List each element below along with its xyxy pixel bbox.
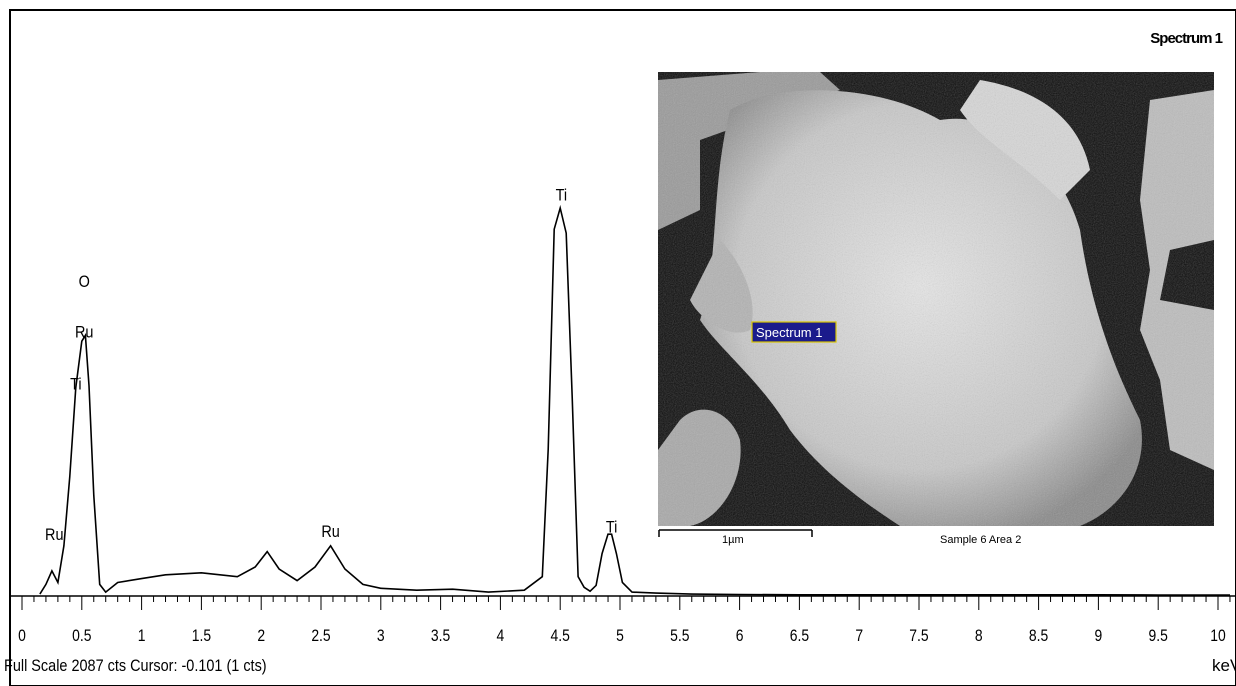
x-tick-label: 3.5 [431,627,450,646]
x-tick-label: 2 [257,627,265,646]
peak-label-ti: Ti [556,186,568,204]
x-tick-labels: 0 0.5 1 1.5 2 2.5 3 3.5 4 4.5 5 5.5 6 6.5 7 7.5 8 8.5 9 9.5… [18,627,1226,646]
x-tick-label: 4 [497,627,505,646]
x-tick-label: 5 [616,627,624,646]
status-bar: Full Scale 2087 cts Cursor: -0.101 (1 ct… [4,656,267,675]
scale-bar-label: 1µm [722,534,744,546]
peak-label-o: O [79,273,90,291]
x-tick-label: 3 [377,627,385,646]
inset-spectrum-label: Spectrum 1 [756,325,822,340]
x-tick-label: 0.5 [72,627,91,646]
x-tick-label: 2.5 [311,627,330,646]
peak-label-ti: Ti [70,375,82,393]
peak-label-ru: Ru [45,526,63,544]
x-tick-label: 7.5 [909,627,928,646]
x-tick-label: 9 [1095,627,1103,646]
x-unit-label: keV [1212,656,1236,675]
x-tick-label: 8.5 [1029,627,1048,646]
peak-label-ru: Ru [321,523,339,541]
x-tick-label: 8 [975,627,983,646]
x-tick-label: 6 [736,627,744,646]
sem-inset: Spectrum 1 1µm Sample 6 Area 2 [658,72,1214,546]
x-tick-label: 4.5 [551,627,570,646]
peak-label-ru: Ru [75,323,93,341]
x-tick-label: 6.5 [790,627,809,646]
x-tick-label: 0 [18,627,26,646]
x-tick-label: 5.5 [670,627,689,646]
x-ticks [21,596,1231,610]
x-tick-label: 1.5 [192,627,211,646]
spectrum-marker-box [751,321,837,343]
inset-caption: Sample 6 Area 2 [940,534,1021,546]
spectrum-line [39,204,1230,596]
peak-label-ti: Ti [606,518,618,536]
x-tick-label: 7 [855,627,863,646]
peak-labels: Ru O Ru Ti Ru Ti Ti [45,186,617,544]
chart-border [9,9,1236,686]
spectrum-title: Spectrum 1 [1150,30,1223,47]
x-tick-label: 1 [138,627,146,646]
x-tick-label: 10 [1210,627,1226,646]
x-tick-label: 9.5 [1149,627,1168,646]
